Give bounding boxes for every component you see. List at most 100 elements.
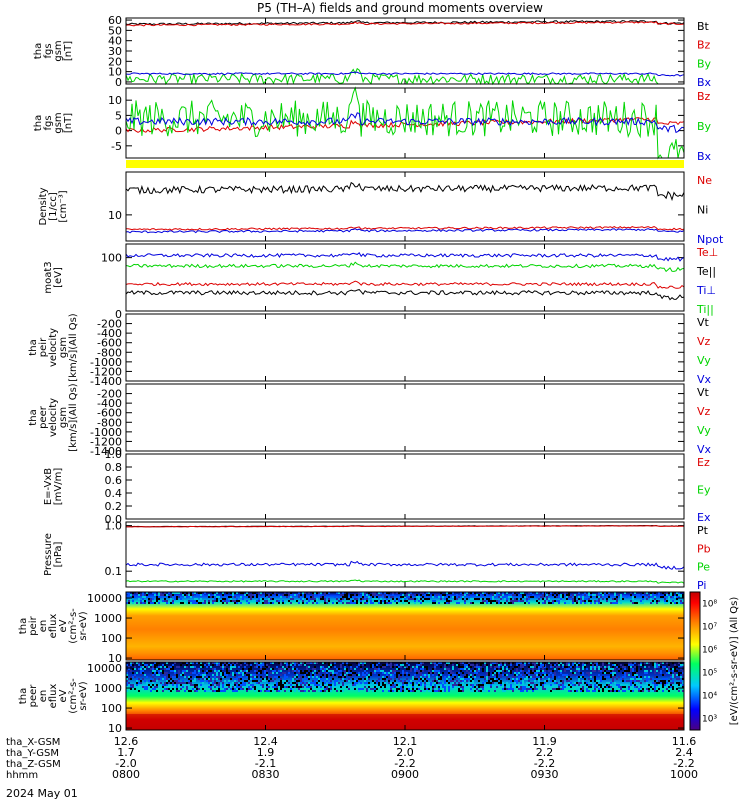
ephemeris-value: -2.2 (673, 757, 694, 770)
legend-pe: Pe (697, 561, 710, 574)
y-axis-label: E=-VxB [mV/m] (43, 468, 64, 506)
legend-ez: Ez (697, 456, 710, 469)
y-axis-label-line: fgs (43, 115, 54, 130)
y-axis-label-line: velocity (48, 328, 59, 367)
panel-temperature: 100 moat3 [eV] Te⊥ Te|| Ti⊥ Ti|| (43, 243, 718, 316)
y-tick-label: -200 (97, 388, 122, 401)
y-tick-label: 10000 (87, 592, 122, 605)
y-axis-label-line: peir (38, 337, 49, 357)
y-tick-label: 0.1 (105, 565, 123, 578)
y-axis-label-line: peir (28, 615, 39, 635)
legend-te: Te|| (696, 265, 716, 278)
y-tick-label: -200 (97, 318, 122, 331)
legend-by: By (697, 57, 712, 70)
ephemeris-value: 2.2 (536, 746, 554, 759)
series-npot-line (125, 228, 685, 234)
y-tick-label: 20 (108, 55, 122, 68)
y-tick-label: -400 (97, 327, 122, 340)
legend-vt: Vt (697, 386, 710, 399)
y-axis-label: tha peer en eflux eV (cm²-s-sr-eV) (18, 678, 89, 714)
legend-vy: Vy (697, 424, 711, 437)
y-axis-label-line: Pressure (43, 533, 54, 576)
ephemeris-value: 0830 (252, 768, 280, 781)
y-tick-label: -600 (97, 407, 122, 420)
y-axis-label-line: [mV/m] (53, 468, 64, 506)
legend-te: Te⊥ (696, 246, 718, 259)
legend-vx: Vx (697, 373, 712, 386)
ephemeris-label: tha_Y-GSM (6, 748, 59, 759)
y-tick-label: 0.0 (105, 513, 123, 526)
colorbar-tick-label: 10⁷ (702, 623, 717, 633)
legend-ey: Ey (697, 484, 711, 497)
y-axis-label-line: eV (58, 689, 69, 702)
legend-ne: Ne (697, 174, 712, 187)
series-bz-line (125, 21, 685, 27)
y-tick-label: 1.0 (105, 448, 123, 461)
series-te-line (125, 280, 685, 289)
ephemeris-value: 2.4 (675, 746, 693, 759)
y-axis-label-line: sr-eV) (78, 611, 89, 640)
colorbar-tick-label: 10⁴ (702, 692, 717, 702)
y-axis-label-line: Density (38, 187, 49, 225)
y-axis-label-line: gsm (58, 407, 69, 428)
y-axis-label-line: peer (38, 405, 49, 429)
ephemeris-value: -2.2 (534, 757, 555, 770)
series-te-line (125, 289, 685, 301)
ephemeris-value: -2.2 (394, 757, 415, 770)
y-tick-label: 0.6 (105, 474, 123, 487)
y-tick-label: -1000 (90, 426, 122, 439)
y-tick-label: 30 (108, 45, 122, 58)
legend-bt: Bt (697, 20, 710, 33)
y-tick-label: 40 (108, 35, 122, 48)
y-axis-label-line: [1/cc] (48, 192, 59, 221)
y-tick-label: 10000 (87, 662, 122, 675)
legend-bx: Bx (697, 150, 712, 163)
y-tick-label: -1400 (90, 375, 122, 388)
y-axis-label: moat3 [eV] (43, 261, 64, 293)
panel-density: 10 Density [1/cc] [cm⁻³] Ne Ni Npot (38, 171, 724, 246)
legend-pb: Pb (697, 542, 711, 555)
legend-pt: Pt (697, 524, 709, 537)
y-tick-label: -1200 (90, 365, 122, 378)
ephemeris-value: -2.0 (115, 757, 136, 770)
y-tick-label: 1000 (94, 612, 122, 625)
y-axis-label-line: tha (33, 43, 44, 59)
y-axis-label-line: tha (18, 688, 29, 704)
y-tick-label: 0.2 (105, 500, 123, 513)
panel-fgs-zoom: -5 0 5 10 tha fgs gsm [nT] Bz By Bx (33, 86, 712, 163)
y-axis-label-line: fgs (43, 43, 54, 58)
y-axis-label-line: velocity (48, 398, 59, 437)
y-axis-label-line: eflux (48, 684, 59, 709)
series-ti-line (125, 261, 685, 273)
ephemeris-label: hhmm (6, 770, 38, 781)
spectrogram-texture (126, 592, 684, 604)
y-tick-label: 10 (108, 66, 122, 79)
y-axis-label-line: tha (28, 409, 39, 425)
panel-efield: 0.00.20.40.60.81.0 E=-VxB [mV/m] Ez Ey Ex (43, 448, 711, 526)
ephemeris-label: tha_Z-GSM (6, 759, 61, 770)
ephemeris-value: 0800 (112, 768, 140, 781)
panel-pressure: 0.1 1.0 Pressure [nPa] Pt Pb Pe Pi (43, 520, 711, 592)
y-axis-label-line: sr-eV) (78, 681, 89, 710)
plot-title: P5 (TH–A) fields and ground moments over… (257, 1, 543, 15)
ephemeris-value: 11.6 (672, 735, 697, 748)
ephemeris-value: 2.0 (396, 746, 414, 759)
panel-peer-velocity: -200-400-600-800-1000-1200-1400 tha peer ve… (28, 383, 712, 458)
legend-pi: Pi (697, 579, 706, 592)
panel-frame (125, 243, 685, 312)
ephemeris-value: 12.4 (253, 735, 278, 748)
y-axis-label-line: gsm (58, 337, 69, 358)
legend-vy: Vy (697, 354, 711, 367)
series-by-line (125, 86, 685, 160)
colorbar-label-text: [eV/(cm²-s-sr-eV)] (All Qs) (729, 597, 740, 726)
legend-ni: Ni (697, 204, 708, 217)
colorbar (689, 591, 701, 731)
y-tick-label: -1400 (90, 445, 122, 458)
colorbar-label: [eV/(cm²-s-sr-eV)] (All Qs) (729, 597, 740, 726)
y-tick-label: -800 (97, 346, 122, 359)
y-tick-label: 0 (115, 308, 122, 321)
y-axis-label-line: peer (28, 684, 39, 708)
y-tick-label: 50 (108, 24, 122, 37)
y-tick-label: -400 (97, 397, 122, 410)
panel-frame (125, 453, 685, 520)
